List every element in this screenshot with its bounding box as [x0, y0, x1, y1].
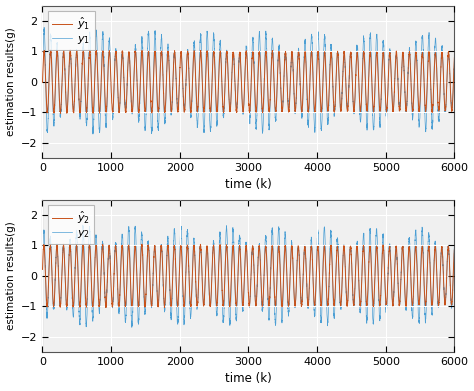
- Y-axis label: estimation results(g): estimation results(g): [6, 221, 16, 330]
- $y_1$: [226, 94, 232, 99]
- $\hat{y}_1$: [403, 109, 409, 113]
- $y_2$: [349, 275, 355, 280]
- $\hat{y}_2$: [452, 248, 457, 252]
- $\hat{y}_2$: [40, 267, 46, 272]
- $\hat{y}_1$: [137, 85, 143, 90]
- $\hat{y}_1$: [452, 55, 457, 59]
- Line: $y_2$: $y_2$: [43, 225, 455, 327]
- $\hat{y}_1$: [446, 51, 452, 56]
- $y_1$: [45, 129, 50, 134]
- $y_1$: [403, 109, 409, 113]
- $y_2$: [40, 265, 46, 270]
- $y_2$: [80, 222, 86, 227]
- $y_1$: [40, 77, 46, 82]
- $\hat{y}_2$: [137, 273, 143, 278]
- $\hat{y}_1$: [40, 80, 46, 84]
- $y_1$: [452, 56, 457, 61]
- $\hat{y}_1$: [226, 94, 232, 99]
- $y_2$: [403, 304, 409, 309]
- $\hat{y}_2$: [446, 247, 452, 252]
- Line: $\hat{y}_1$: $\hat{y}_1$: [43, 50, 455, 113]
- $\hat{y}_2$: [226, 292, 232, 297]
- $\hat{y}_1$: [67, 48, 73, 52]
- Legend: $\hat{y}_2$, $y_2$: $\hat{y}_2$, $y_2$: [48, 205, 94, 244]
- Line: $y_1$: $y_1$: [43, 27, 455, 134]
- $\hat{y}_2$: [403, 299, 409, 304]
- $\hat{y}_2$: [103, 305, 109, 310]
- $\hat{y}_2$: [349, 275, 355, 280]
- $\hat{y}_1$: [45, 109, 50, 113]
- $\hat{y}_2$: [45, 303, 50, 307]
- $y_1$: [90, 132, 96, 136]
- $\hat{y}_1$: [58, 111, 64, 116]
- $y_1$: [41, 25, 47, 30]
- X-axis label: time (k): time (k): [225, 373, 272, 386]
- $y_2$: [137, 274, 143, 279]
- $y_2$: [45, 314, 50, 319]
- $\hat{y}_2$: [61, 242, 66, 247]
- Line: $\hat{y}_2$: $\hat{y}_2$: [43, 244, 455, 308]
- $y_2$: [446, 248, 452, 253]
- $y_1$: [446, 55, 452, 59]
- X-axis label: time (k): time (k): [225, 178, 272, 191]
- $\hat{y}_1$: [349, 76, 355, 81]
- $y_2$: [129, 325, 135, 330]
- $y_1$: [349, 75, 355, 79]
- Y-axis label: estimation results(g): estimation results(g): [6, 27, 16, 136]
- $y_1$: [137, 86, 143, 91]
- $y_2$: [226, 306, 232, 310]
- Legend: $\hat{y}_1$, $y_1$: $\hat{y}_1$, $y_1$: [48, 11, 95, 50]
- $y_2$: [452, 242, 457, 247]
